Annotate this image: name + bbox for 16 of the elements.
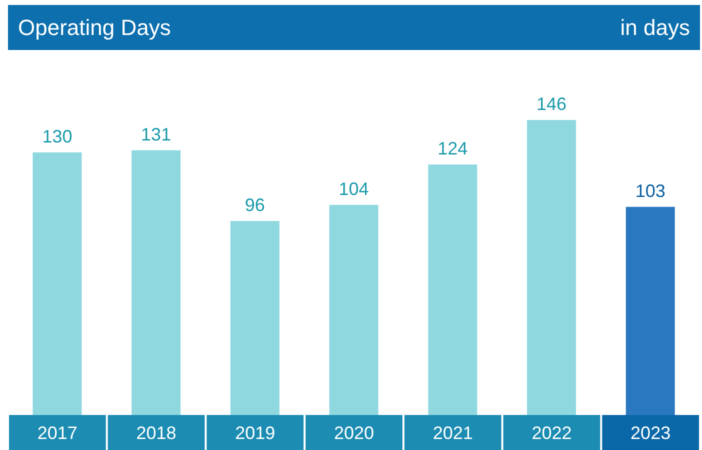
x-tick-label: 2017: [37, 423, 78, 443]
y-axis-title: in days: [620, 14, 690, 40]
x-tick-label: 2020: [334, 423, 374, 443]
x-tick-label: 2022: [532, 423, 572, 443]
x-tick-label: 2018: [136, 423, 176, 443]
data-label: 96: [244, 195, 265, 216]
x-tick-label: 2023: [630, 423, 671, 443]
data-label: 104: [338, 178, 369, 199]
data-label: 124: [438, 138, 468, 158]
data-label: 131: [141, 124, 172, 144]
data-label: 103: [635, 180, 666, 201]
chart-title: Operating Days: [18, 14, 171, 40]
x-tick-label: 2021: [432, 423, 473, 443]
x-tick-label: 2019: [235, 423, 276, 443]
data-label: 146: [536, 94, 567, 114]
data-label: 130: [42, 126, 72, 146]
